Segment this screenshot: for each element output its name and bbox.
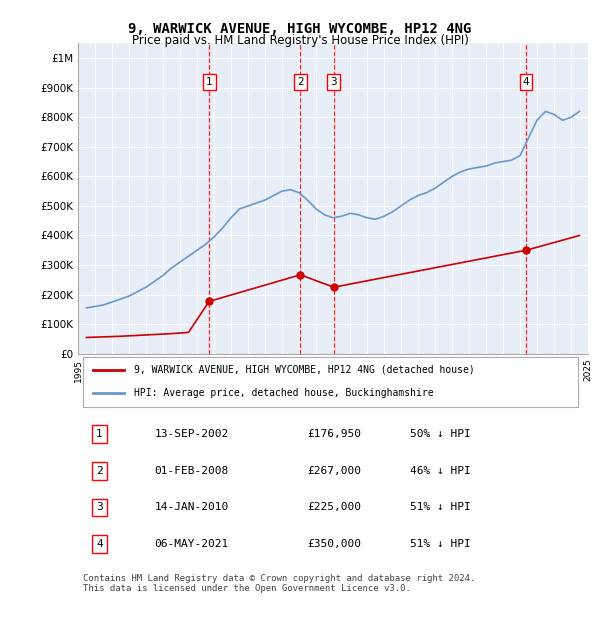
Text: £176,950: £176,950 [308,429,361,439]
Text: 14-JAN-2010: 14-JAN-2010 [155,502,229,513]
Text: 1: 1 [96,429,103,439]
Text: 3: 3 [331,77,337,87]
Text: 06-MAY-2021: 06-MAY-2021 [155,539,229,549]
Text: 50% ↓ HPI: 50% ↓ HPI [409,429,470,439]
Text: 51% ↓ HPI: 51% ↓ HPI [409,539,470,549]
Text: 1: 1 [206,77,212,87]
Text: 2: 2 [96,466,103,476]
Text: 9, WARWICK AVENUE, HIGH WYCOMBE, HP12 4NG: 9, WARWICK AVENUE, HIGH WYCOMBE, HP12 4N… [128,22,472,36]
Text: £267,000: £267,000 [308,466,361,476]
Text: 4: 4 [96,539,103,549]
Text: Contains HM Land Registry data © Crown copyright and database right 2024.
This d: Contains HM Land Registry data © Crown c… [83,574,475,593]
Text: 13-SEP-2002: 13-SEP-2002 [155,429,229,439]
Text: £350,000: £350,000 [308,539,361,549]
Text: £225,000: £225,000 [308,502,361,513]
Text: HPI: Average price, detached house, Buckinghamshire: HPI: Average price, detached house, Buck… [134,388,434,398]
Text: 3: 3 [96,502,103,513]
Text: 4: 4 [523,77,529,87]
Text: 2: 2 [297,77,304,87]
Text: 01-FEB-2008: 01-FEB-2008 [155,466,229,476]
Text: Price paid vs. HM Land Registry's House Price Index (HPI): Price paid vs. HM Land Registry's House … [131,34,469,47]
Text: 9, WARWICK AVENUE, HIGH WYCOMBE, HP12 4NG (detached house): 9, WARWICK AVENUE, HIGH WYCOMBE, HP12 4N… [134,365,475,374]
FancyBboxPatch shape [83,356,578,407]
Text: 51% ↓ HPI: 51% ↓ HPI [409,502,470,513]
Text: 46% ↓ HPI: 46% ↓ HPI [409,466,470,476]
